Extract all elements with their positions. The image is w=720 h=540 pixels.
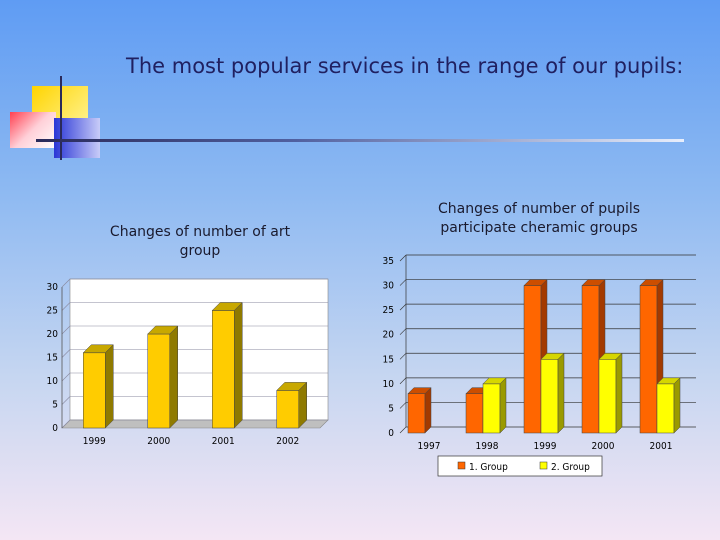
art-bar-2002-front xyxy=(276,390,299,429)
ceramic-bar-2000-group2-top xyxy=(598,353,623,360)
art-y-tick-label: 25 xyxy=(47,306,58,317)
ceramic-bar-1998-group2-front xyxy=(482,383,501,434)
art-x-tick-label: 1999 xyxy=(83,436,106,447)
ceramic-y-tick-label: 20 xyxy=(383,330,395,341)
ceramic-bar-1997-group1-top xyxy=(407,387,432,394)
art-grid-side xyxy=(61,278,71,288)
ceramic-bar-1998-group2-side xyxy=(499,377,507,434)
art-bar-1999 xyxy=(82,344,114,429)
legend-swatch-group1 xyxy=(457,461,466,470)
art-bar-1999-side xyxy=(105,344,114,429)
ceramic-bar-2000-group1-top xyxy=(581,279,606,286)
art-y-tick-label: 0 xyxy=(52,423,58,434)
art-y-tick-label: 15 xyxy=(47,353,58,364)
vertical-line xyxy=(60,76,62,160)
legend-label-group1: 1. Group xyxy=(469,462,508,473)
art-bar-2002-top xyxy=(276,382,308,391)
legend-swatch-group2 xyxy=(539,461,548,470)
horizontal-line xyxy=(36,139,684,142)
ceramic-bar-2000-group1-front xyxy=(581,285,600,434)
ceramic-x-tick-label: 2000 xyxy=(592,441,615,452)
ceramic-bar-2001-group2-top xyxy=(656,377,681,385)
ceramic-bar-1999-group2 xyxy=(540,352,565,434)
ceramic-grid-side xyxy=(399,279,407,286)
art-x-tick-label: 2000 xyxy=(147,436,170,447)
art-bar-2000-top xyxy=(147,325,179,335)
ceramic-chart-caption: Changes of number of pupils participate … xyxy=(437,201,641,236)
art-y-tick-label: 5 xyxy=(52,400,58,411)
ceramic-bar-1997-group1 xyxy=(407,387,432,434)
ceramic-y-tick-label: 30 xyxy=(383,281,395,292)
ceramic-bar-1997-group1-front xyxy=(407,393,426,434)
ceramic-bar-2001-group2 xyxy=(656,377,681,434)
ceramic-bar-2001-group2-front xyxy=(656,383,675,434)
ceramic-bar-1999-group1-front xyxy=(523,285,542,434)
ceramic-x-tick-label: 1998 xyxy=(476,441,499,452)
ceramic-legend: 1. Group 2. Group xyxy=(437,455,603,477)
art-chart-caption: Changes of number of art group xyxy=(109,224,291,259)
art-bar-2001 xyxy=(211,301,243,429)
art-y-tick-label: 20 xyxy=(47,329,59,340)
ceramic-grid-side xyxy=(399,377,407,385)
ceramic-bar-1998-group2-top xyxy=(482,377,507,385)
ceramic-bar-2001-group1-top xyxy=(639,279,664,286)
art-bar-1999-front xyxy=(83,352,106,429)
art-grid-side xyxy=(61,396,71,405)
ceramic-bar-1997-group1-side xyxy=(424,387,432,434)
art-bar-2001-top xyxy=(211,302,243,311)
ceramic-y-tick-label: 10 xyxy=(383,379,395,390)
ceramic-y-tick-label: 35 xyxy=(383,256,394,267)
ceramic-grid-side xyxy=(399,426,407,434)
ceramic-grid-side xyxy=(399,303,407,311)
ceramic-y-tick-label: 25 xyxy=(383,305,394,316)
ceramic-x-tick-label: 1997 xyxy=(418,441,441,452)
ceramic-bar-1998-group1-front xyxy=(465,393,484,434)
art-y-tick-label: 30 xyxy=(47,282,59,293)
ceramic-grid-side xyxy=(399,254,407,262)
ceramic-bar-2000-group2 xyxy=(598,352,623,434)
art-bar-2000 xyxy=(147,325,179,429)
ceramic-grid-side xyxy=(399,402,407,409)
art-bar-2000-front xyxy=(147,333,170,429)
red-square xyxy=(10,112,56,148)
legend-label-group2: 2. Group xyxy=(551,462,590,473)
art-grid-side xyxy=(61,372,71,382)
ceramic-grid-side xyxy=(399,353,407,360)
art-x-tick-label: 2002 xyxy=(276,436,299,447)
art-bar-2001-front xyxy=(212,310,235,429)
ceramic-grid-side xyxy=(399,328,407,335)
art-y-tick-label: 10 xyxy=(47,376,59,387)
art-bar-2001-side xyxy=(234,301,243,429)
ceramic-bar-1999-group1-top xyxy=(523,279,548,286)
ceramic-y-tick-label: 5 xyxy=(388,403,394,414)
art-grid-side xyxy=(61,302,71,311)
ceramic-bar-1999-group2-side xyxy=(557,352,565,434)
ceramic-legend-box xyxy=(437,455,603,477)
ceramic-bar-2001-group2-side xyxy=(673,377,681,434)
ceramic-bar-1999-group2-front xyxy=(540,359,559,434)
ceramic-bar-2001-group1-front xyxy=(639,285,658,434)
ceramic-bar-1999-group2-top xyxy=(540,353,565,360)
ceramic-x-tick-label: 1999 xyxy=(534,441,557,452)
art-bar-2000-side xyxy=(169,325,178,429)
ceramic-x-tick-label: 2001 xyxy=(650,441,673,452)
art-bar-2002 xyxy=(276,381,308,429)
art-grid-side xyxy=(61,419,71,429)
ceramic-groups-chart: 0 5 10 15 20 25 30 35 1997 1998 1999 2000 2001 1. Gro… xyxy=(383,254,696,477)
art-x-tick-label: 2001 xyxy=(212,436,235,447)
art-grid-side xyxy=(61,349,71,358)
art-group-chart: 0 5 10 15 20 25 30 1999 2000 2001 2002 xyxy=(47,278,329,447)
art-bar-1999-top xyxy=(82,344,114,354)
ceramic-y-tick-label: 0 xyxy=(388,428,394,439)
slide-title: The most popular services in the range o… xyxy=(126,54,684,78)
ceramic-bar-1998-group2 xyxy=(482,377,507,434)
ceramic-bar-2000-group2-side xyxy=(615,352,623,434)
ceramic-bar-2000-group2-front xyxy=(598,359,617,434)
art-grid-side xyxy=(61,325,71,335)
ceramic-y-tick-label: 15 xyxy=(383,354,394,365)
